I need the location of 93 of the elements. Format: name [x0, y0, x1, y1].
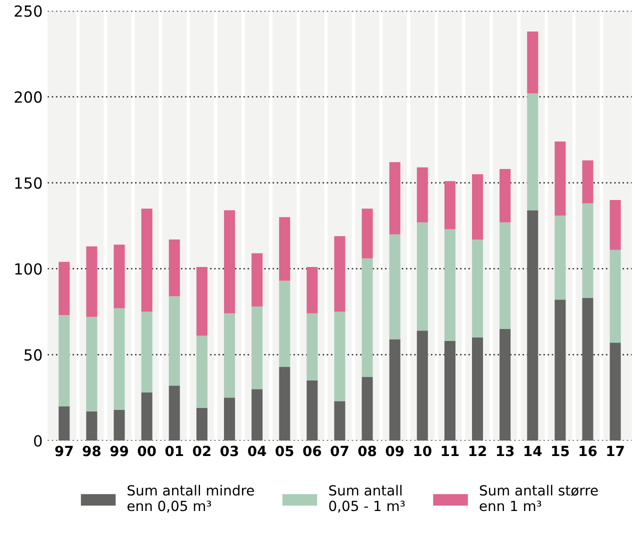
- bar: [527, 32, 538, 94]
- bar: [334, 401, 346, 441]
- y-tick-label: 150: [15, 177, 42, 189]
- bar: [362, 208, 373, 258]
- bar: [416, 167, 428, 222]
- bar: [168, 386, 180, 441]
- bar: [472, 338, 484, 441]
- bar: [58, 315, 70, 406]
- bar: [306, 380, 318, 441]
- x-tick-label: 07: [330, 446, 348, 456]
- x-tick-label: 17: [607, 446, 624, 456]
- x-tick-label: 01: [165, 446, 184, 456]
- bar: [58, 406, 70, 441]
- bar: [554, 142, 566, 216]
- bar: [279, 366, 290, 441]
- bar: [252, 253, 263, 307]
- bar: [306, 313, 318, 380]
- x-tick-label: 06: [303, 446, 322, 456]
- x-tick-label: 14: [524, 446, 542, 456]
- bar: [141, 392, 152, 441]
- y-tick-label: 100: [15, 263, 42, 275]
- bar: [362, 377, 373, 441]
- bar: [444, 229, 456, 341]
- bar: [389, 162, 400, 234]
- bar: [416, 330, 428, 441]
- bar: [141, 312, 152, 393]
- y-tick-label: 250: [14, 5, 42, 17]
- x-tick-label: 16: [580, 446, 597, 456]
- x-tick-label: 13: [496, 446, 514, 456]
- bar: [582, 160, 594, 204]
- bar: [444, 181, 456, 230]
- bar: [500, 222, 511, 329]
- legend-label: Sum antall mindre enn 0,05 m³: [128, 484, 254, 513]
- bar: [86, 316, 98, 412]
- bar: [196, 408, 208, 441]
- x-tick-label: 97: [55, 446, 73, 456]
- bar: [500, 169, 511, 222]
- bar: [389, 339, 400, 441]
- bar: [472, 174, 484, 240]
- x-tick-label: 09: [386, 446, 404, 456]
- bar: [196, 267, 208, 336]
- x-tick-label: 98: [82, 446, 101, 456]
- bar: [224, 398, 236, 441]
- bar: [610, 342, 621, 441]
- x-tick-label: 02: [192, 446, 210, 456]
- x-tick-label: 04: [248, 446, 266, 456]
- x-tick-label: 00: [138, 446, 156, 456]
- x-tick-label: 05: [276, 446, 294, 456]
- x-tick-label: 03: [220, 446, 238, 456]
- bar: [141, 208, 152, 312]
- bar: [252, 389, 263, 441]
- bar: [114, 308, 125, 410]
- bar: [582, 203, 594, 298]
- bar: [224, 313, 236, 398]
- bar: [114, 410, 125, 441]
- y-tick-label: 200: [14, 91, 42, 103]
- bar: [252, 306, 263, 390]
- bar: [554, 215, 566, 300]
- x-tick-label: 99: [110, 446, 128, 456]
- bar: [86, 246, 98, 317]
- bar: [389, 234, 400, 340]
- bar: [168, 240, 180, 296]
- bar: [334, 236, 346, 312]
- x-tick-label: 10: [414, 446, 432, 456]
- bar: [582, 298, 594, 441]
- legend-label: Sum antall 0,05 - 1 m³: [329, 484, 405, 513]
- bar: [444, 340, 456, 441]
- bar: [279, 280, 290, 367]
- x-tick-label: 12: [469, 446, 486, 456]
- bar: [58, 262, 70, 316]
- bar: [527, 93, 538, 210]
- legend-label: Sum antall større enn 1 m³: [480, 484, 598, 512]
- bar: [554, 300, 566, 441]
- x-tick-label: 08: [358, 446, 376, 456]
- bar: [362, 258, 373, 378]
- bar: [527, 210, 538, 441]
- y-tick-label: 0: [34, 435, 42, 447]
- bar: [472, 240, 484, 338]
- bar: [334, 312, 346, 402]
- bar: [196, 336, 208, 408]
- bar: [500, 328, 511, 441]
- bar: [86, 411, 98, 441]
- bar: [114, 244, 125, 308]
- bar: [416, 222, 428, 331]
- bar: [279, 217, 290, 281]
- bar: [168, 296, 180, 386]
- bar: [224, 210, 236, 314]
- bar: [610, 200, 621, 250]
- x-tick-label: 15: [552, 446, 569, 456]
- bar: [306, 267, 318, 314]
- x-tick-label: 11: [442, 446, 459, 456]
- y-tick-label: 50: [24, 349, 42, 361]
- bar: [610, 250, 621, 343]
